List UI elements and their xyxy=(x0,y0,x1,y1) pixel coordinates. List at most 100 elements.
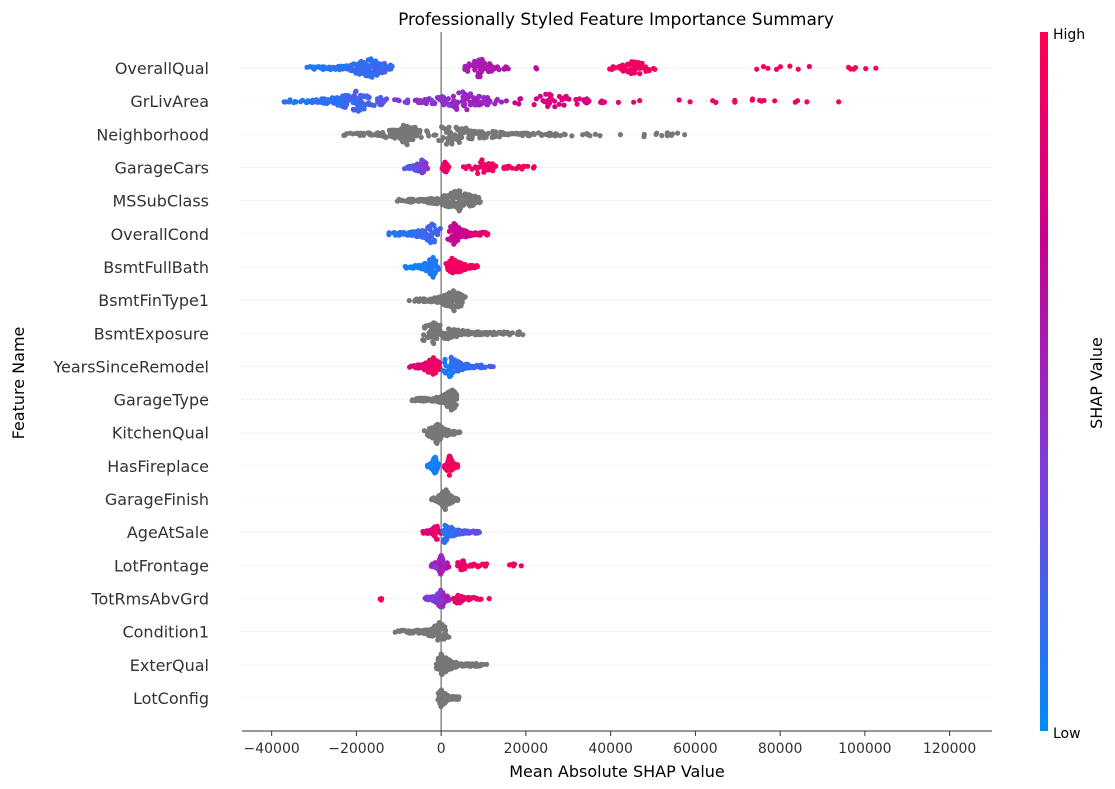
shap-point xyxy=(345,65,351,71)
shap-point xyxy=(480,331,486,337)
shap-point xyxy=(421,332,427,338)
shap-point xyxy=(481,169,487,175)
feature-label: BsmtFinType1 xyxy=(98,291,209,310)
shap-point xyxy=(501,164,507,170)
shap-point xyxy=(418,297,424,304)
shap-point xyxy=(457,297,463,303)
shap-point xyxy=(440,368,446,374)
shap-point xyxy=(497,330,503,336)
shap-point xyxy=(399,138,406,144)
shap-point xyxy=(413,167,420,173)
shap-point xyxy=(613,65,619,71)
shap-point xyxy=(448,259,454,265)
shap-point xyxy=(749,97,755,103)
shap-point xyxy=(443,141,450,147)
shap-point xyxy=(418,100,424,106)
shap-point xyxy=(322,65,328,71)
shap-point xyxy=(563,93,569,99)
feature-labels: OverallQual GrLivArea Neighborhood GarageCa… xyxy=(52,59,209,708)
shap-point xyxy=(490,330,496,337)
shap-point xyxy=(470,63,476,69)
shap-point xyxy=(462,63,468,69)
shap-point xyxy=(418,134,424,140)
shap-point xyxy=(291,99,297,106)
shap-point xyxy=(490,165,496,172)
shap-point xyxy=(417,127,423,133)
shap-point xyxy=(361,131,367,138)
shap-point xyxy=(491,130,497,136)
shap-point xyxy=(425,129,431,135)
shap-point xyxy=(537,93,543,99)
shap-point xyxy=(430,460,436,466)
shap-point xyxy=(435,266,442,272)
shap-point xyxy=(503,98,509,104)
shap-point xyxy=(478,159,484,165)
shap-point xyxy=(415,162,421,168)
shap-point xyxy=(402,166,408,172)
shap-point xyxy=(459,128,466,134)
shap-point xyxy=(472,530,478,536)
shap-point xyxy=(422,266,428,272)
shap-point xyxy=(326,97,332,104)
shap-point xyxy=(459,598,465,604)
shap-point xyxy=(432,464,438,470)
x-tick-label: −20000 xyxy=(328,741,384,757)
shap-point xyxy=(446,500,452,506)
shap-point xyxy=(438,670,444,677)
x-axis-ticks: −40000 −20000 0 20000 40000 60000 80000 100000 1… xyxy=(244,731,976,757)
shap-point xyxy=(435,395,441,401)
shap-point xyxy=(441,633,447,639)
shap-point xyxy=(454,664,460,670)
shap-point xyxy=(427,239,434,245)
shap-point xyxy=(422,367,428,373)
shap-point xyxy=(468,91,474,97)
shap-point xyxy=(454,189,460,195)
chart-title: Professionally Styled Feature Importance… xyxy=(398,10,834,30)
shap-point xyxy=(437,561,443,568)
shap-point xyxy=(454,136,460,142)
shap-point xyxy=(460,200,466,206)
shap-point xyxy=(441,499,447,505)
shap-point xyxy=(481,94,487,101)
shap-point xyxy=(607,66,613,72)
x-axis-label: Mean Absolute SHAP Value xyxy=(509,762,725,781)
shap-point xyxy=(463,228,469,234)
shap-point xyxy=(430,340,436,346)
shap-point xyxy=(429,221,435,227)
shap-point xyxy=(371,102,377,109)
shap-point xyxy=(516,331,522,337)
shap-point xyxy=(476,94,483,100)
shap-point xyxy=(792,99,798,105)
shap-point xyxy=(375,99,381,105)
shap-point xyxy=(437,693,443,699)
y-axis-label: Feature Name xyxy=(9,327,28,440)
shap-point xyxy=(399,627,405,634)
shap-point xyxy=(432,564,438,570)
shap-point xyxy=(453,532,459,538)
shap-point xyxy=(562,132,568,138)
shap-point xyxy=(461,102,467,108)
shap-point xyxy=(597,133,603,139)
shap-point xyxy=(435,629,441,635)
shap-point xyxy=(448,332,454,338)
shap-point xyxy=(543,91,549,97)
shap-point xyxy=(421,261,427,267)
shap-point xyxy=(283,99,289,105)
shap-point xyxy=(423,160,429,166)
shap-point xyxy=(556,93,563,100)
shap-point xyxy=(375,71,381,77)
feature-label: GrLivArea xyxy=(130,92,209,111)
shap-point xyxy=(419,157,425,163)
shap-point xyxy=(421,166,427,172)
shap-point xyxy=(449,662,455,668)
shap-point xyxy=(459,558,465,564)
shap-point xyxy=(432,369,438,375)
shap-point xyxy=(407,630,413,636)
shap-point xyxy=(346,95,352,101)
shap-point xyxy=(496,133,502,139)
shap-point xyxy=(494,96,500,103)
shap-point xyxy=(460,364,466,370)
shap-point xyxy=(470,197,476,203)
x-tick-label: −40000 xyxy=(244,741,300,757)
shap-point xyxy=(397,231,403,238)
